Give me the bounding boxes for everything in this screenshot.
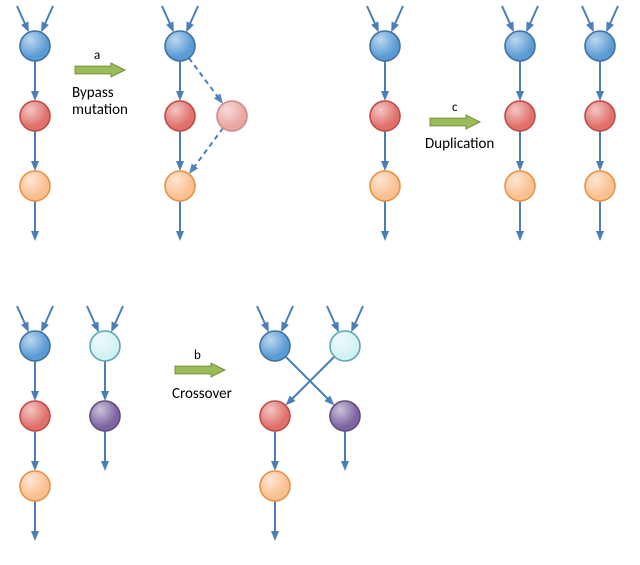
node-red xyxy=(505,101,535,131)
edge-arrow xyxy=(111,306,123,332)
edge-arrow xyxy=(271,431,279,471)
panel-caption: Crossover xyxy=(172,385,232,403)
transition-arrow-icon xyxy=(175,363,225,377)
node-red xyxy=(165,101,195,131)
edge-arrow xyxy=(31,131,39,171)
edge-arrow xyxy=(271,501,279,541)
node-red_ghost xyxy=(217,101,247,131)
node-blue xyxy=(20,331,50,361)
panel-caption: Duplication xyxy=(425,135,494,153)
panel-b xyxy=(17,306,363,541)
node-red xyxy=(20,101,50,131)
edge-arrow xyxy=(596,131,604,171)
node-blue xyxy=(165,31,195,61)
edge-arrow xyxy=(367,6,379,32)
edge-arrow xyxy=(281,306,293,332)
edge-arrow xyxy=(189,58,223,104)
panel-a xyxy=(17,6,247,241)
edge-arrow xyxy=(526,6,538,32)
edge-arrow xyxy=(582,6,594,32)
edge-arrow xyxy=(162,6,174,32)
edge-arrow xyxy=(17,6,29,32)
diagram-stage: a Bypass mutation c Duplication b Crossover xyxy=(0,0,640,565)
node-cyan xyxy=(90,331,120,361)
edge-arrow xyxy=(516,201,524,241)
edge-arrow xyxy=(101,361,109,401)
edge-arrow xyxy=(41,306,53,332)
node-orange xyxy=(260,471,290,501)
edge-arrow xyxy=(381,201,389,241)
edge-arrow xyxy=(176,201,184,241)
edge-arrow xyxy=(17,306,29,332)
edge-arrow xyxy=(41,6,53,32)
node-orange xyxy=(370,171,400,201)
edge-arrow xyxy=(516,61,524,101)
node-blue xyxy=(585,31,615,61)
edge-arrow xyxy=(31,361,39,401)
node-blue xyxy=(505,31,535,61)
edge-arrow xyxy=(176,131,184,171)
panel-letter: a xyxy=(94,48,100,63)
node-orange xyxy=(20,171,50,201)
node-cyan xyxy=(330,331,360,361)
node-red xyxy=(260,401,290,431)
node-blue xyxy=(20,31,50,61)
edge-arrow xyxy=(596,61,604,101)
edge-arrow xyxy=(381,131,389,171)
edge-arrow xyxy=(189,128,223,174)
node-purple xyxy=(90,401,120,431)
edge-arrow xyxy=(257,306,269,332)
node-orange xyxy=(585,171,615,201)
panel-letter: c xyxy=(452,100,458,115)
edge-arrow xyxy=(327,306,339,332)
edge-arrow xyxy=(391,6,403,32)
transition-arrow-icon xyxy=(75,63,125,77)
edge-arrow xyxy=(502,6,514,32)
edge-arrow xyxy=(31,501,39,541)
node-red xyxy=(370,101,400,131)
edge-arrow xyxy=(176,61,184,101)
edge-arrow xyxy=(31,61,39,101)
edge-arrow xyxy=(31,431,39,471)
transition-arrow-icon xyxy=(430,115,480,129)
edge-arrow xyxy=(341,431,349,471)
edge-arrow xyxy=(606,6,618,32)
edge-arrow xyxy=(381,61,389,101)
node-orange xyxy=(20,471,50,501)
edge-arrow xyxy=(596,201,604,241)
panel-caption: Bypass mutation xyxy=(72,85,142,120)
node-blue xyxy=(370,31,400,61)
node-orange xyxy=(165,171,195,201)
edge-arrow xyxy=(31,201,39,241)
edge-arrow xyxy=(87,306,99,332)
panel-c xyxy=(367,6,618,241)
edge-arrow xyxy=(351,306,363,332)
panel-letter: b xyxy=(194,348,201,363)
edge-arrow xyxy=(516,131,524,171)
edge-arrow xyxy=(101,431,109,471)
node-blue xyxy=(260,331,290,361)
node-red xyxy=(20,401,50,431)
edge-arrow xyxy=(186,6,198,32)
node-orange xyxy=(505,171,535,201)
node-purple xyxy=(330,401,360,431)
node-red xyxy=(585,101,615,131)
